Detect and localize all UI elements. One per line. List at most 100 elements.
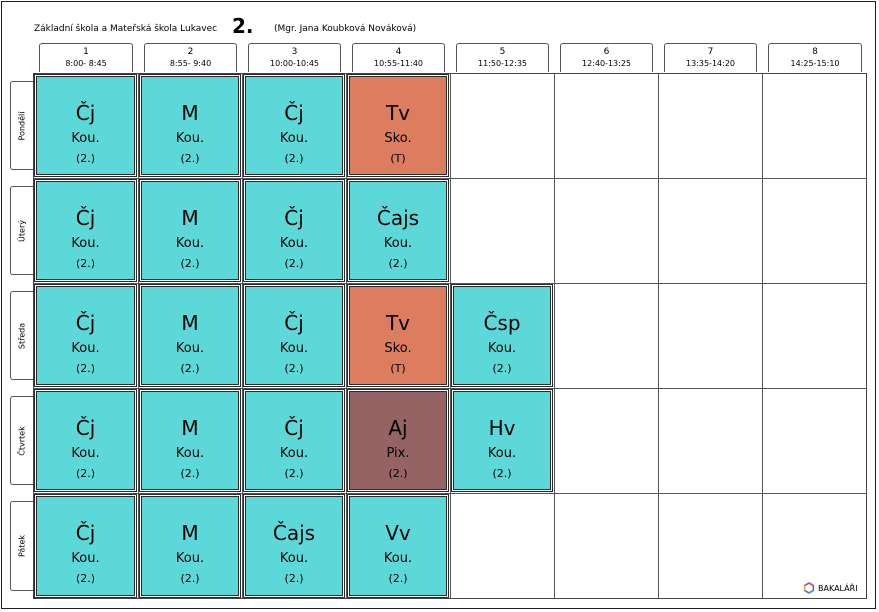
period-header-8: 8 14:25-15:10	[768, 43, 862, 72]
lesson-teacher: Kou.	[279, 446, 309, 461]
lesson-subject: M	[181, 101, 199, 125]
lesson-teacher: Kou.	[71, 236, 100, 251]
lesson-group: (2.)	[284, 467, 304, 480]
lesson-teacher: Kou.	[279, 131, 309, 146]
day-header-5: Pátek	[10, 501, 33, 591]
lesson-subject: M	[181, 311, 199, 335]
period-header-4: 4 10:55-11:40	[352, 43, 445, 72]
day-header-2: Úterý	[10, 186, 33, 275]
lesson-teacher: Kou.	[71, 131, 100, 146]
period-time: 14:25-15:10	[790, 59, 840, 68]
lesson-group: (2.)	[75, 572, 96, 585]
lesson-group: (2.)	[388, 572, 408, 585]
lesson-subject: Čj	[284, 416, 304, 440]
grid-row-divider	[33, 388, 867, 389]
grid-column-divider	[554, 73, 555, 599]
day-label: Pondělí	[17, 111, 27, 140]
lesson-cell[interactable]: Čajs Kou. (2.)	[347, 179, 449, 282]
grid-column-divider	[762, 73, 763, 599]
lesson-subject: M	[181, 206, 199, 230]
lesson-cell[interactable]: Čj Kou. (2.)	[34, 74, 137, 177]
lesson-group: (2.)	[492, 467, 512, 480]
lesson-subject: Čj	[75, 311, 96, 335]
lesson-subject: Čj	[75, 521, 96, 545]
lesson-group: (2.)	[75, 362, 96, 375]
lesson-cell[interactable]: Tv Sko. (T)	[347, 284, 449, 387]
day-label: Čtvrtek	[17, 425, 27, 456]
lesson-cell[interactable]: Čj Kou. (2.)	[34, 389, 137, 492]
lesson-subject: Čajs	[272, 521, 316, 545]
class-name: 2.	[232, 14, 254, 38]
lesson-teacher: Kou.	[487, 446, 517, 461]
lesson-teacher: Kou.	[175, 551, 205, 566]
period-header-3: 3 10:00-10:45	[248, 43, 341, 72]
day-header-4: Čtvrtek	[10, 396, 33, 485]
lesson-cell[interactable]: Aj Pix. (2.)	[347, 389, 449, 492]
lesson-group: (2.)	[180, 257, 200, 270]
grid-column-divider	[658, 73, 659, 599]
lesson-cell[interactable]: Čj Kou. (2.)	[243, 74, 345, 177]
lesson-group: (2.)	[180, 362, 200, 375]
lesson-cell[interactable]: Čsp Kou. (2.)	[451, 284, 553, 387]
lesson-cell[interactable]: Hv Kou. (2.)	[451, 389, 553, 492]
period-number: 1	[83, 47, 89, 57]
lesson-subject: Tv	[385, 311, 411, 335]
lesson-group: (2.)	[75, 152, 96, 165]
lesson-group: (2.)	[388, 257, 408, 270]
period-time: 8:00- 8:45	[65, 59, 107, 68]
grid-column-divider	[450, 73, 451, 599]
grid-column-divider	[242, 73, 243, 599]
lesson-cell[interactable]: M Kou. (2.)	[139, 284, 241, 387]
lesson-group: (2.)	[180, 572, 200, 585]
period-time: 10:00-10:45	[270, 59, 319, 68]
lesson-cell[interactable]: M Kou. (2.)	[139, 74, 241, 177]
period-header-2: 2 8:55- 9:40	[144, 43, 237, 72]
lesson-cell[interactable]: Čj Kou. (2.)	[243, 179, 345, 282]
lesson-cell[interactable]: Vv Kou. (2.)	[347, 494, 449, 598]
lesson-group: (2.)	[284, 572, 304, 585]
lesson-teacher: Kou.	[71, 446, 100, 461]
lesson-cell[interactable]: Čj Kou. (2.)	[34, 284, 137, 387]
school-name: Základní škola a Mateřská škola Lukavec	[34, 24, 218, 34]
lesson-teacher: Kou.	[279, 236, 309, 251]
period-header-5: 5 11:50-12:35	[456, 43, 549, 72]
lesson-cell[interactable]: M Kou. (2.)	[139, 494, 241, 598]
lesson-subject: Tv	[385, 101, 411, 125]
lesson-group: (2.)	[284, 362, 304, 375]
lesson-teacher: Kou.	[383, 236, 413, 251]
lesson-cell[interactable]: Čj Kou. (2.)	[243, 284, 345, 387]
lesson-teacher: Kou.	[383, 551, 413, 566]
period-number: 7	[707, 47, 714, 57]
period-header-1: 1 8:00- 8:45	[39, 43, 133, 72]
lesson-cell[interactable]: M Kou. (2.)	[139, 179, 241, 282]
period-number: 4	[395, 47, 402, 57]
lesson-group: (T)	[390, 362, 406, 375]
period-time: 12:40-13:25	[582, 59, 631, 68]
lesson-subject: Aj	[388, 416, 408, 440]
lesson-subject: M	[181, 521, 199, 545]
lesson-teacher: Kou.	[71, 341, 100, 356]
lesson-teacher: Sko.	[384, 131, 412, 146]
bakalari-logo-icon	[803, 582, 815, 594]
grid-row-divider	[33, 178, 867, 179]
day-label: Středa	[17, 322, 27, 349]
lesson-group: (T)	[390, 152, 406, 165]
lesson-cell[interactable]: Čj Kou. (2.)	[243, 389, 345, 492]
lesson-cell[interactable]: Tv Sko. (T)	[347, 74, 449, 177]
grid-column-divider	[138, 73, 139, 599]
lesson-teacher: Kou.	[175, 236, 205, 251]
period-number: 5	[499, 47, 506, 57]
lesson-group: (2.)	[75, 467, 96, 480]
lesson-cell[interactable]: Čj Kou. (2.)	[34, 179, 137, 282]
bakalari-logo: BAKALÁŘI	[803, 582, 858, 594]
lesson-cell[interactable]: Čj Kou. (2.)	[34, 494, 137, 598]
period-number: 6	[603, 47, 610, 57]
lesson-cell[interactable]: Čajs Kou. (2.)	[243, 494, 345, 598]
bakalari-logo-text: BAKALÁŘI	[818, 583, 858, 593]
lesson-subject: Čj	[75, 416, 96, 440]
period-time: 11:50-12:35	[478, 59, 527, 68]
lesson-cell[interactable]: M Kou. (2.)	[139, 389, 241, 492]
period-time: 8:55- 9:40	[169, 59, 212, 68]
lesson-teacher: Kou.	[71, 551, 100, 566]
lesson-group: (2.)	[388, 467, 408, 480]
